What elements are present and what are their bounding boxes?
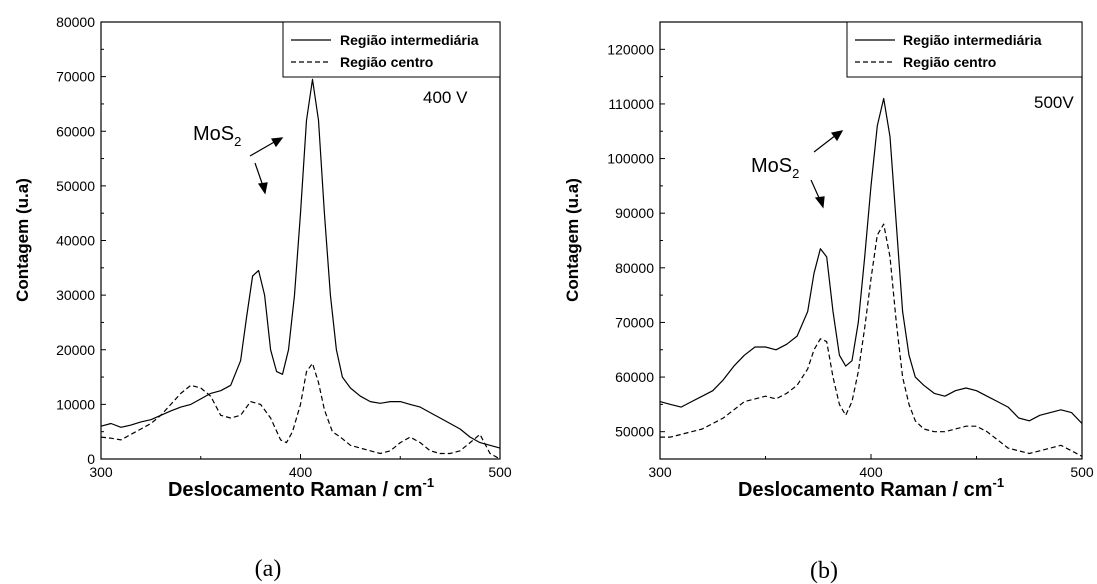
y-tick-label: 80000	[56, 14, 95, 30]
arrow-up-right	[249, 140, 277, 157]
mos2-peak-label: MoS2	[751, 155, 799, 181]
series-lines	[100, 78, 501, 460]
x-axis-label-text: Deslocamento Raman / cm	[168, 479, 423, 501]
x-tick-label: 300	[89, 464, 113, 480]
y-tick-label: 50000	[56, 178, 95, 194]
mos2-label-subscript: 2	[234, 134, 241, 149]
arrow-up-right	[813, 134, 837, 153]
panel-caption-b: (b)	[810, 558, 838, 584]
mos2-arrows	[249, 137, 284, 195]
x-axis-ticks: 300 400 500	[89, 454, 512, 480]
legend: Região intermediária Região centro	[282, 21, 501, 78]
y-tick-label: 60000	[56, 123, 95, 139]
mos2-label-subscript: 2	[792, 166, 799, 181]
x-tick-label: 400	[289, 464, 313, 480]
legend-label-regiao-intermediaria: Região intermediária	[903, 32, 1042, 48]
arrow-up-right-head	[830, 130, 844, 142]
mos2-arrows	[810, 130, 844, 209]
y-tick-label: 110000	[608, 96, 654, 112]
arrow-down	[254, 162, 264, 187]
x-axis-label: Deslocamento Raman / cm-1	[738, 475, 1004, 501]
mos2-label-base: MoS	[751, 155, 792, 177]
series-line-regiao-centro	[100, 362, 501, 460]
series-line-regiao-intermediaria	[100, 78, 501, 449]
x-tick-label: 300	[648, 464, 672, 480]
x-axis-label: Deslocamento Raman / cm-1	[168, 475, 434, 501]
legend-label-regiao-centro: Região centro	[340, 54, 433, 70]
y-axis-ticks: 0 10000 20000 30000 40000 50000 60000 70000 8000…	[56, 14, 106, 467]
x-axis-ticks: 300 400 500	[648, 454, 1094, 480]
x-tick-label: 500	[1070, 464, 1094, 480]
y-tick-label: 100000	[607, 151, 654, 167]
y-tick-label: 40000	[56, 233, 95, 249]
series-line-regiao-intermediaria	[659, 97, 1083, 424]
mos2-label-base: MoS	[193, 123, 234, 145]
arrow-down-head	[257, 182, 268, 195]
legend-label-regiao-intermediaria: Região intermediária	[340, 32, 479, 48]
legend: Região intermediária Região centro	[846, 21, 1083, 78]
y-tick-label: 50000	[615, 424, 654, 440]
arrow-up-right-head	[271, 137, 284, 148]
y-tick-label: 60000	[615, 369, 654, 385]
legend-box	[282, 21, 501, 78]
y-axis-label: Contagem (u.a)	[563, 178, 582, 302]
arrow-down	[810, 179, 821, 201]
panel-caption-a: (a)	[255, 556, 282, 582]
chart-panel-b: 50000 60000 70000 80000 90000 100000 110000 120…	[563, 21, 1094, 584]
y-tick-label: 30000	[56, 287, 95, 303]
plot-area-frame	[659, 21, 1083, 460]
arrow-down-head	[814, 196, 825, 209]
y-tick-label: 120000	[607, 41, 654, 57]
voltage-annotation: 400 V	[423, 88, 468, 107]
mos2-peak-label: MoS2	[193, 123, 241, 149]
series-lines	[659, 97, 1083, 457]
y-tick-label: 0	[87, 451, 95, 467]
series-line-regiao-centro	[660, 223, 1083, 457]
legend-label-regiao-centro: Região centro	[903, 54, 996, 70]
y-tick-label: 90000	[615, 205, 654, 221]
y-tick-label: 20000	[56, 342, 95, 358]
y-tick-label: 10000	[56, 396, 95, 412]
x-tick-label: 400	[859, 464, 883, 480]
y-tick-label: 70000	[56, 69, 95, 85]
x-axis-label-superscript: -1	[992, 475, 1004, 490]
y-tick-label: 80000	[615, 260, 654, 276]
legend-box	[846, 21, 1083, 78]
voltage-annotation: 500V	[1034, 93, 1074, 112]
chart-panel-a: 0 10000 20000 30000 40000 50000 60000 70000 8000…	[13, 14, 512, 582]
x-tick-label: 500	[488, 464, 512, 480]
y-axis-ticks: 50000 60000 70000 80000 90000 100000 110000 120…	[607, 21, 665, 460]
x-axis-label-superscript: -1	[422, 475, 434, 490]
x-axis-label-text: Deslocamento Raman / cm	[738, 479, 993, 501]
y-tick-label: 70000	[615, 314, 654, 330]
y-axis-label: Contagem (u.a)	[13, 178, 32, 302]
